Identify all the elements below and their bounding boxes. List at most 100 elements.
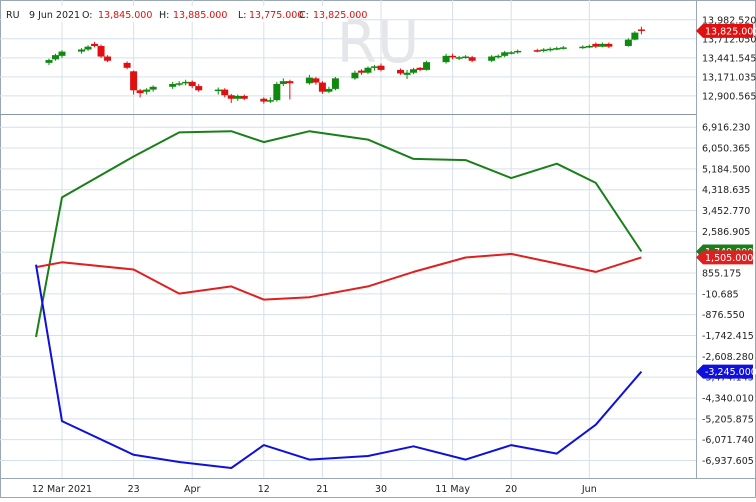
candle[interactable] [331, 76, 339, 91]
header-low-value: 13,775.000 [249, 10, 303, 21]
candle[interactable] [149, 85, 157, 92]
candle[interactable] [507, 50, 515, 55]
candle[interactable] [377, 63, 385, 72]
candle[interactable] [598, 42, 606, 48]
candle[interactable] [195, 83, 203, 92]
candle[interactable] [442, 53, 450, 64]
candle[interactable] [240, 94, 248, 101]
candle[interactable] [130, 70, 138, 95]
candle[interactable] [84, 45, 92, 51]
candle[interactable] [169, 81, 177, 89]
x-tick-label: 21 [316, 484, 328, 495]
green-series-line[interactable] [35, 130, 643, 338]
candle[interactable] [624, 38, 632, 47]
candle-body [598, 43, 606, 47]
indicator-tick-label: -6,937.605 [702, 456, 754, 467]
candle[interactable] [494, 54, 502, 59]
candle[interactable] [91, 41, 99, 48]
candle[interactable] [312, 76, 320, 85]
candle[interactable] [455, 55, 463, 61]
candle[interactable] [501, 50, 509, 58]
candle[interactable] [143, 88, 151, 95]
candle[interactable] [533, 48, 541, 53]
candle[interactable] [403, 69, 411, 80]
candle-body [579, 46, 587, 49]
candle[interactable] [462, 55, 470, 59]
candle-body [188, 81, 196, 87]
candle-body [423, 62, 431, 70]
candle[interactable] [286, 79, 294, 100]
candle[interactable] [266, 97, 274, 103]
candle[interactable] [45, 58, 53, 65]
candle[interactable] [423, 60, 431, 71]
candle-body [592, 43, 600, 47]
candle[interactable] [605, 42, 613, 49]
price-tick-label: 12,900.565 [702, 91, 756, 102]
candle[interactable] [585, 44, 593, 49]
candle[interactable] [592, 42, 600, 49]
candle-body [227, 95, 235, 99]
candle[interactable] [182, 79, 190, 86]
candle[interactable] [370, 64, 378, 71]
candle-body [514, 50, 522, 53]
candle-body [273, 83, 281, 101]
candle[interactable] [351, 70, 359, 80]
candle[interactable] [364, 66, 372, 75]
candle[interactable] [468, 55, 476, 63]
candle-body [97, 45, 105, 57]
candle-body [585, 45, 593, 48]
blue-series-line[interactable] [35, 264, 643, 469]
candle[interactable] [416, 67, 424, 72]
candlestick-series [45, 26, 645, 104]
candle[interactable] [58, 50, 66, 58]
candle[interactable] [637, 26, 645, 35]
candle[interactable] [234, 94, 242, 101]
candle[interactable] [175, 81, 183, 87]
candle[interactable] [273, 81, 281, 102]
candle[interactable] [449, 53, 457, 60]
indicator-y-axis: 6,916.230 6,050.365 5,184.500 4,318.635 3,45… [702, 123, 754, 467]
candle-body [78, 49, 86, 52]
candle[interactable] [260, 97, 268, 104]
x-tick-label: 30 [375, 484, 387, 495]
candle[interactable] [318, 81, 326, 94]
candle-body [416, 67, 424, 70]
candle[interactable] [214, 87, 222, 95]
candle[interactable] [357, 69, 365, 75]
x-tick-label: Jun [581, 484, 597, 495]
candle[interactable] [325, 86, 333, 94]
red-series-line[interactable] [35, 252, 642, 301]
candle[interactable] [104, 55, 112, 63]
candle[interactable] [397, 68, 405, 75]
header-high-label: H: [159, 10, 169, 21]
candle[interactable] [546, 47, 554, 52]
candle-body [104, 56, 112, 61]
candle[interactable] [559, 45, 567, 50]
indicator-tick-label: 4,318.635 [702, 185, 750, 196]
candle[interactable] [97, 44, 105, 58]
candle[interactable] [305, 74, 313, 85]
candle[interactable] [631, 31, 639, 41]
candle[interactable] [540, 48, 548, 53]
candle[interactable] [514, 49, 522, 54]
red-value-badge-background [696, 250, 753, 265]
candle-body [410, 69, 418, 73]
red-value-badge-label: 1,505.000 [705, 253, 753, 264]
candle[interactable] [553, 46, 561, 51]
candle[interactable] [123, 61, 131, 70]
candle[interactable] [227, 93, 235, 103]
candle[interactable] [78, 48, 86, 54]
candle[interactable] [410, 67, 418, 75]
candle-body [442, 55, 450, 63]
candle[interactable] [188, 80, 196, 89]
candle[interactable] [136, 88, 144, 98]
candle-body [540, 49, 548, 52]
candle[interactable] [279, 78, 287, 87]
candle[interactable] [579, 45, 587, 49]
candle[interactable] [51, 53, 59, 61]
candle[interactable] [488, 55, 496, 63]
candle[interactable] [221, 88, 229, 98]
candle-body [397, 69, 405, 74]
